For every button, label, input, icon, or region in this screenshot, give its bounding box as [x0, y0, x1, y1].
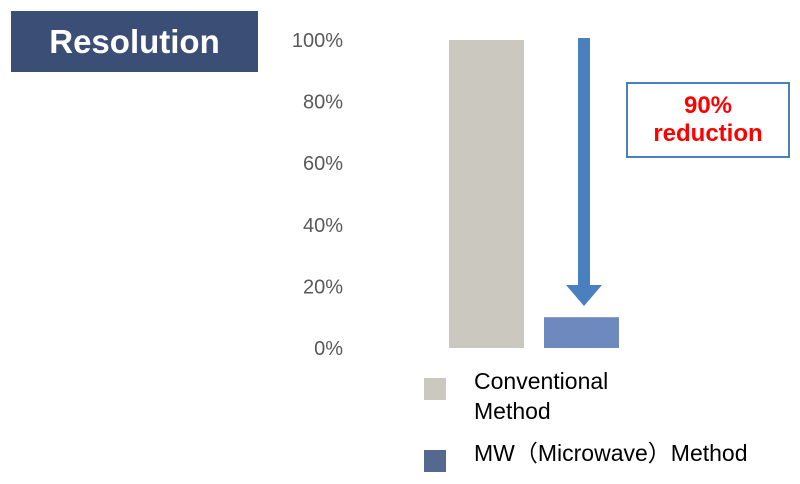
legend-swatch-microwave — [424, 450, 446, 472]
y-tick-label: 80% — [303, 92, 343, 114]
legend-label-conventional: Conventional Method — [474, 368, 609, 424]
y-tick-label: 40% — [303, 215, 343, 237]
arrow-head — [566, 285, 602, 306]
callout-label: reduction — [653, 120, 763, 147]
bar-conventional — [449, 40, 524, 348]
arrow-shaft — [578, 38, 590, 285]
y-tick-label: 0% — [314, 338, 343, 360]
bars — [449, 40, 619, 348]
legend-item-conventional: Conventional Method — [424, 366, 748, 426]
bar-chart: 0% 20% 40% 60% 80% 100% — [292, 30, 619, 360]
y-axis: 0% 20% 40% 60% 80% 100% — [292, 30, 343, 360]
legend-item-microwave: MW（Microwave）Method — [424, 438, 748, 472]
legend: Conventional Method MW（Microwave）Method — [424, 366, 748, 484]
chart-title-badge: Resolution — [11, 11, 258, 72]
y-tick-label: 60% — [303, 153, 343, 175]
callout-percent: 90% — [683, 92, 733, 119]
y-tick-label: 100% — [292, 30, 343, 52]
reduction-arrow — [566, 38, 602, 306]
chart-title: Resolution — [49, 22, 220, 60]
reduction-callout: 90% reduction — [626, 82, 790, 158]
y-tick-label: 20% — [303, 276, 343, 298]
bar-microwave — [544, 317, 619, 348]
legend-label-microwave: MW（Microwave）Method — [474, 440, 748, 466]
legend-swatch-conventional — [424, 378, 446, 400]
